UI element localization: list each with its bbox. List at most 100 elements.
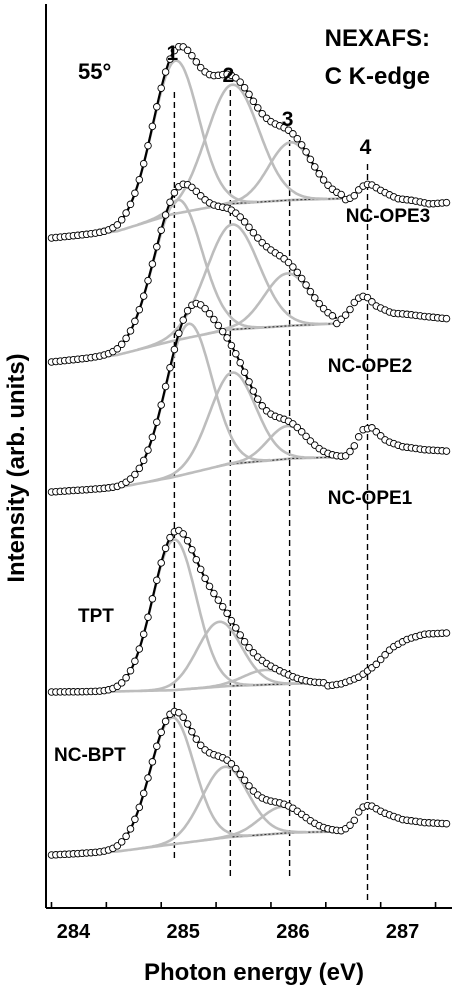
data-point xyxy=(240,218,249,226)
data-point xyxy=(442,198,451,207)
data-point xyxy=(311,163,319,171)
data-point xyxy=(363,293,372,302)
data-point xyxy=(218,327,227,336)
data-point xyxy=(157,728,165,737)
data-point xyxy=(144,276,152,285)
data-point xyxy=(153,576,161,584)
peak-marker-label: 4 xyxy=(360,136,372,159)
component-peak xyxy=(140,620,299,693)
x-tick-label: 287 xyxy=(386,921,419,943)
data-point xyxy=(337,315,345,324)
x-tick-label: 284 xyxy=(57,921,91,943)
data-point xyxy=(254,395,262,403)
data-point xyxy=(214,596,223,604)
chart-labels: NEXAFS: C K-edge 55° Photon energy (eV) … xyxy=(3,25,430,986)
data-point xyxy=(144,446,152,454)
peak-marker-label: 2 xyxy=(223,64,235,87)
fit-curves xyxy=(51,45,343,857)
data-point xyxy=(218,602,227,611)
data-point xyxy=(350,442,359,450)
data-point xyxy=(302,432,310,441)
data-point xyxy=(201,304,209,313)
series-label: NC-OPE2 xyxy=(328,356,412,377)
data-point xyxy=(192,735,201,743)
data-point xyxy=(131,317,139,326)
background-dotted xyxy=(232,323,336,330)
data-point xyxy=(232,624,240,632)
data-point xyxy=(139,456,148,465)
data-point xyxy=(346,821,354,829)
data-point xyxy=(293,423,302,432)
data-point xyxy=(258,402,266,410)
data-point xyxy=(122,674,130,682)
data-point xyxy=(311,294,319,302)
data-point xyxy=(442,447,451,455)
data-point xyxy=(139,292,148,300)
data-point xyxy=(210,589,218,598)
data-point xyxy=(232,74,240,82)
peak-marker-label: 3 xyxy=(282,108,294,131)
data-point xyxy=(131,470,139,479)
data-point xyxy=(157,226,165,234)
data-point xyxy=(214,321,223,330)
data-point xyxy=(161,717,170,726)
data-point xyxy=(354,808,363,816)
data-point xyxy=(148,122,157,131)
data-point xyxy=(376,655,385,664)
data-point xyxy=(249,387,258,395)
data-point xyxy=(117,216,126,224)
data-point xyxy=(306,155,315,164)
data-point xyxy=(157,84,165,92)
data-point xyxy=(315,299,323,308)
data-point xyxy=(249,648,258,657)
component-peak xyxy=(149,371,315,483)
peak-marker-label: 1 xyxy=(167,42,179,65)
chart-subtitle: C K-edge xyxy=(325,63,430,90)
data-point xyxy=(183,536,192,545)
chart-title: NEXAFS: xyxy=(325,25,430,52)
data-point xyxy=(236,78,244,86)
data-point xyxy=(126,327,135,335)
data-point xyxy=(175,708,183,717)
data-point xyxy=(122,209,130,217)
data-point xyxy=(227,760,236,768)
data-point xyxy=(196,565,205,574)
data-point xyxy=(372,660,381,669)
data-point xyxy=(161,68,170,76)
data-point xyxy=(157,559,165,567)
data-point xyxy=(131,815,139,824)
data-point xyxy=(135,803,144,812)
data-point xyxy=(148,260,157,268)
data-point xyxy=(302,148,310,156)
data-point xyxy=(131,657,139,665)
data-point xyxy=(139,159,148,168)
data-point xyxy=(236,631,244,639)
y-axis-label: Intensity (arb. units) xyxy=(3,353,30,582)
data-point xyxy=(117,838,126,846)
data-point xyxy=(354,433,363,441)
series-label: TPT xyxy=(78,606,114,627)
data-point xyxy=(153,243,161,251)
data-point xyxy=(126,475,135,483)
data-point xyxy=(126,200,135,209)
component-peak xyxy=(141,765,307,850)
data-point xyxy=(297,141,306,149)
data-point xyxy=(319,176,328,184)
component-peaks xyxy=(90,59,343,854)
data-point xyxy=(166,363,174,372)
data-point xyxy=(249,97,258,106)
data-point xyxy=(183,46,192,55)
data-point xyxy=(297,274,306,283)
data-point xyxy=(227,616,236,625)
data-point xyxy=(232,764,240,773)
data-point xyxy=(196,741,205,750)
data-point xyxy=(205,582,214,591)
data-point xyxy=(188,51,196,60)
data-point xyxy=(192,555,201,564)
data-point xyxy=(153,103,161,111)
data-point xyxy=(179,530,187,538)
data-point xyxy=(240,368,249,376)
data-point xyxy=(328,312,337,320)
data-point xyxy=(153,418,161,426)
data-points xyxy=(47,42,451,859)
